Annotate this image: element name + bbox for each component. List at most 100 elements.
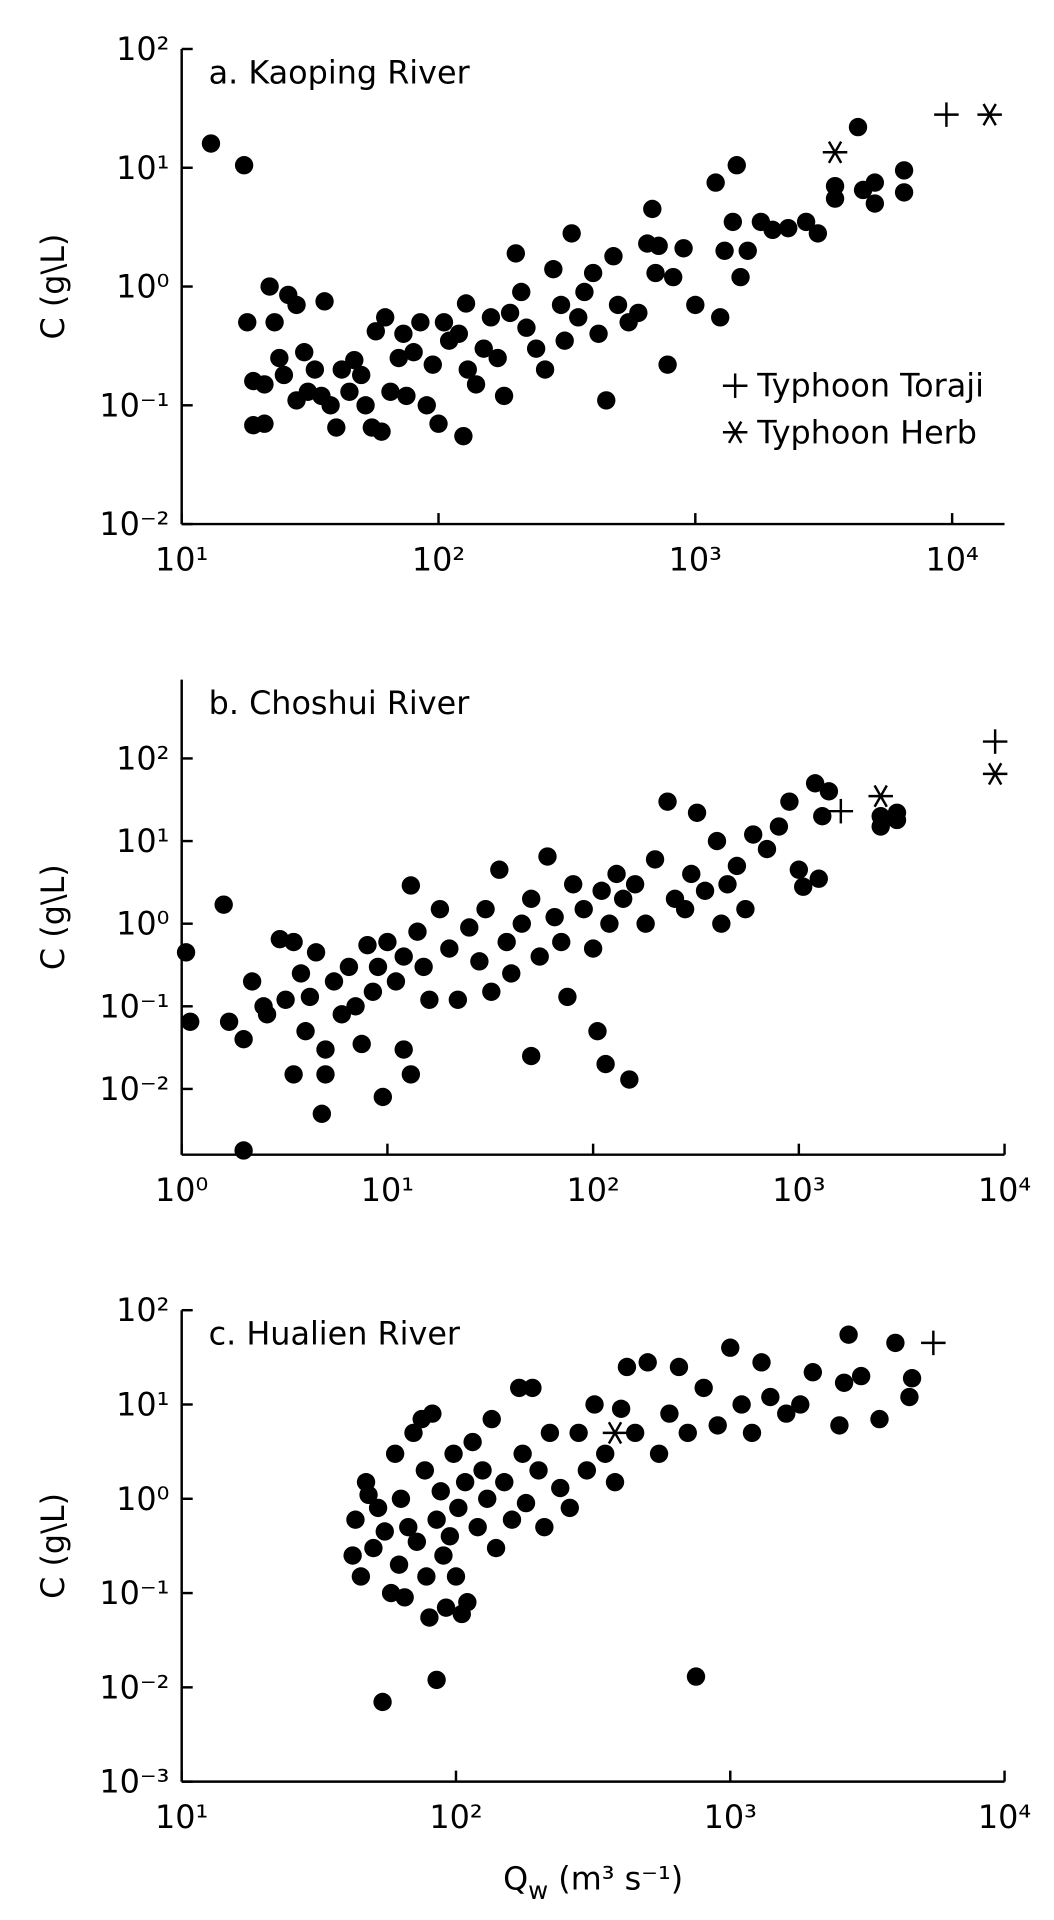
point [727, 856, 747, 876]
marker-dot [517, 318, 536, 337]
point [558, 987, 577, 1007]
point [596, 1444, 615, 1463]
marker-dot [429, 414, 448, 433]
marker-dot [456, 294, 476, 313]
marker-dot [545, 907, 564, 927]
point [687, 803, 707, 822]
point [900, 1387, 919, 1407]
point [270, 348, 289, 368]
marker-dot [312, 1104, 332, 1123]
point [522, 1046, 541, 1066]
point [242, 972, 262, 991]
marker-dot [343, 1546, 362, 1565]
marker-dot [201, 134, 221, 153]
marker-dot [407, 1532, 427, 1551]
point [649, 236, 668, 256]
point [583, 939, 603, 958]
series [602, 1421, 628, 1445]
point [723, 212, 743, 232]
point [476, 899, 495, 919]
marker-dot [560, 1498, 579, 1518]
point [376, 308, 395, 327]
point [456, 294, 476, 313]
marker-dot [574, 899, 593, 919]
point [449, 1498, 468, 1518]
point [605, 1472, 625, 1492]
point [332, 1005, 351, 1024]
marker-dot [780, 792, 799, 811]
marker-dot [523, 1378, 542, 1398]
point [808, 224, 828, 243]
marker-dot [596, 1054, 615, 1074]
marker-dot [551, 295, 571, 315]
marker-dot [674, 239, 693, 258]
marker-dot [440, 939, 459, 958]
panel-title: c. Hualien River [209, 1314, 461, 1352]
marker-dot [502, 964, 521, 983]
marker-dot [711, 308, 730, 327]
series [343, 1325, 922, 1712]
point [478, 1489, 497, 1508]
marker-dot [694, 1378, 713, 1398]
marker-dot [478, 1489, 497, 1508]
point [789, 860, 809, 879]
marker-dot [526, 339, 546, 358]
y-tick-label: 10¹ [116, 149, 169, 187]
marker-dot [777, 1404, 796, 1423]
x-tick-label: 10¹ [155, 1798, 208, 1836]
point [646, 263, 665, 283]
marker-dot [324, 972, 344, 991]
marker-dot [715, 241, 734, 260]
marker-dot [530, 947, 549, 966]
marker-stroke [727, 421, 743, 444]
marker-dot [583, 263, 603, 283]
point [597, 391, 616, 410]
marker-dot [569, 308, 588, 327]
marker-dot [839, 1325, 858, 1344]
marker-dot [375, 1522, 394, 1541]
point [805, 774, 825, 793]
point [470, 952, 489, 971]
point [777, 1404, 796, 1423]
point [742, 1423, 762, 1443]
point [473, 1461, 492, 1480]
point [434, 1546, 453, 1565]
point [176, 943, 196, 962]
marker-dot [646, 263, 665, 283]
point [894, 161, 914, 180]
marker-dot [589, 324, 608, 343]
marker-dot [727, 856, 747, 876]
marker-dot [394, 947, 413, 966]
marker-dot [463, 1432, 482, 1452]
x-tick-label: 10¹ [361, 1171, 414, 1209]
point [708, 1416, 727, 1435]
x-tick-label: 10⁰ [155, 1171, 208, 1209]
point [886, 1333, 905, 1353]
marker-dot [430, 899, 450, 919]
point [736, 899, 755, 919]
point [181, 1012, 200, 1031]
point [813, 807, 832, 826]
marker-dot [408, 922, 427, 941]
point [482, 1409, 501, 1429]
point [865, 194, 885, 213]
point [658, 355, 677, 374]
marker-dot [417, 396, 436, 415]
point [718, 875, 737, 894]
marker-dot [682, 864, 701, 884]
marker-dot [423, 355, 442, 374]
point [678, 1423, 697, 1443]
point [372, 422, 391, 441]
panel-title: b. Choshui River [209, 684, 471, 722]
marker-dot [448, 990, 468, 1009]
point [649, 1444, 669, 1463]
marker-dot [805, 774, 825, 793]
point [660, 1404, 679, 1423]
point [411, 313, 430, 332]
marker-dot [894, 183, 914, 202]
marker-dot [830, 1416, 849, 1435]
marker-dot [629, 303, 648, 323]
point [300, 987, 320, 1007]
point [819, 782, 839, 801]
marker-dot [522, 1046, 541, 1066]
